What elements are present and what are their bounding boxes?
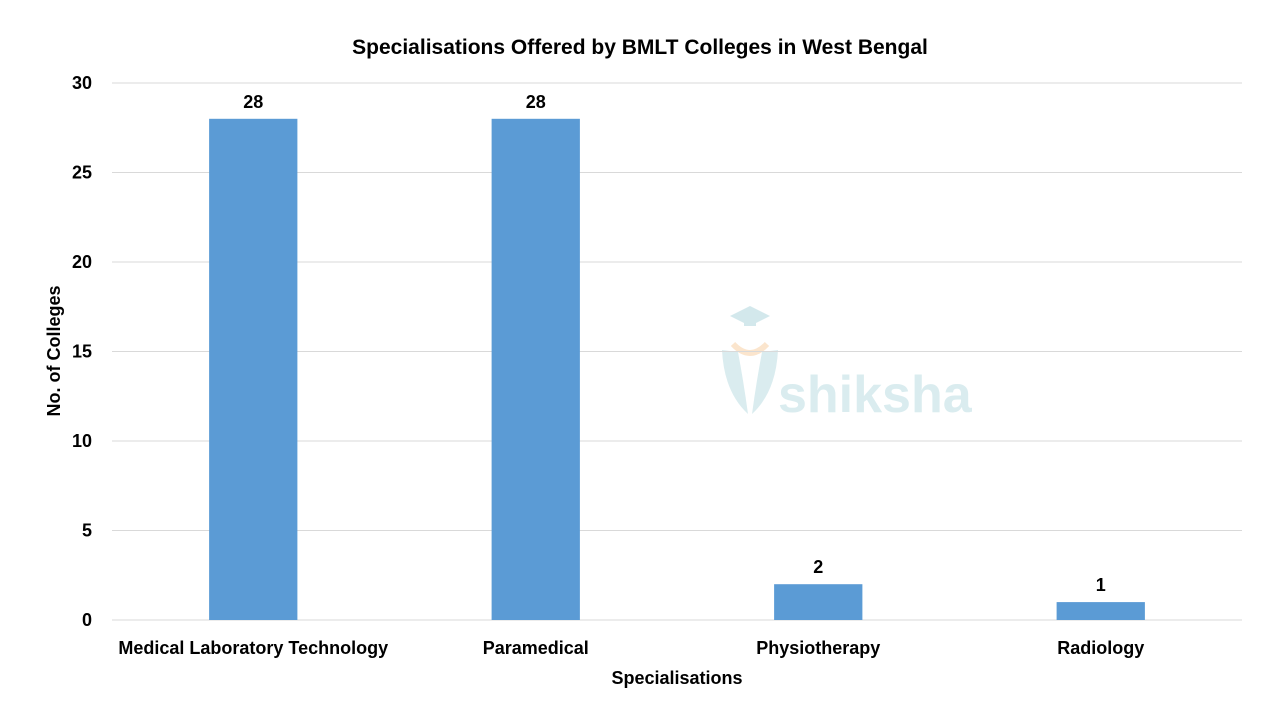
bar xyxy=(774,584,863,620)
watermark: shiksha xyxy=(722,306,973,424)
y-axis-ticks: 0 5 10 15 20 25 30 xyxy=(72,73,92,630)
bar xyxy=(1056,602,1145,620)
y-axis-label: No. of Colleges xyxy=(44,285,64,416)
gridlines xyxy=(112,82,1242,621)
shiksha-logo-icon xyxy=(722,306,778,414)
y-tick-label: 10 xyxy=(72,431,92,451)
y-tick-label: 0 xyxy=(82,610,92,630)
y-tick-label: 5 xyxy=(82,521,92,541)
x-axis-categories: Medical Laboratory Technology Paramedical… xyxy=(118,638,1144,658)
data-label: 28 xyxy=(526,92,546,112)
watermark-text: shiksha xyxy=(778,366,973,424)
y-tick-label: 20 xyxy=(72,252,92,272)
data-labels: 28 28 2 1 xyxy=(243,92,1106,595)
x-category-label: Physiotherapy xyxy=(756,638,880,658)
x-category-label: Medical Laboratory Technology xyxy=(118,638,388,658)
bars xyxy=(209,118,1145,621)
chart-title: Specialisations Offered by BMLT Colleges… xyxy=(352,36,928,59)
x-category-label: Paramedical xyxy=(483,638,589,658)
bar xyxy=(209,118,298,621)
y-tick-label: 30 xyxy=(72,73,92,93)
y-tick-label: 25 xyxy=(72,163,92,183)
data-label: 28 xyxy=(243,92,263,112)
bar xyxy=(491,118,580,621)
y-tick-label: 15 xyxy=(72,342,92,362)
data-label: 1 xyxy=(1096,575,1106,595)
x-category-label: Radiology xyxy=(1057,638,1144,658)
x-axis-label: Specialisations xyxy=(611,668,742,688)
data-label: 2 xyxy=(813,557,823,577)
